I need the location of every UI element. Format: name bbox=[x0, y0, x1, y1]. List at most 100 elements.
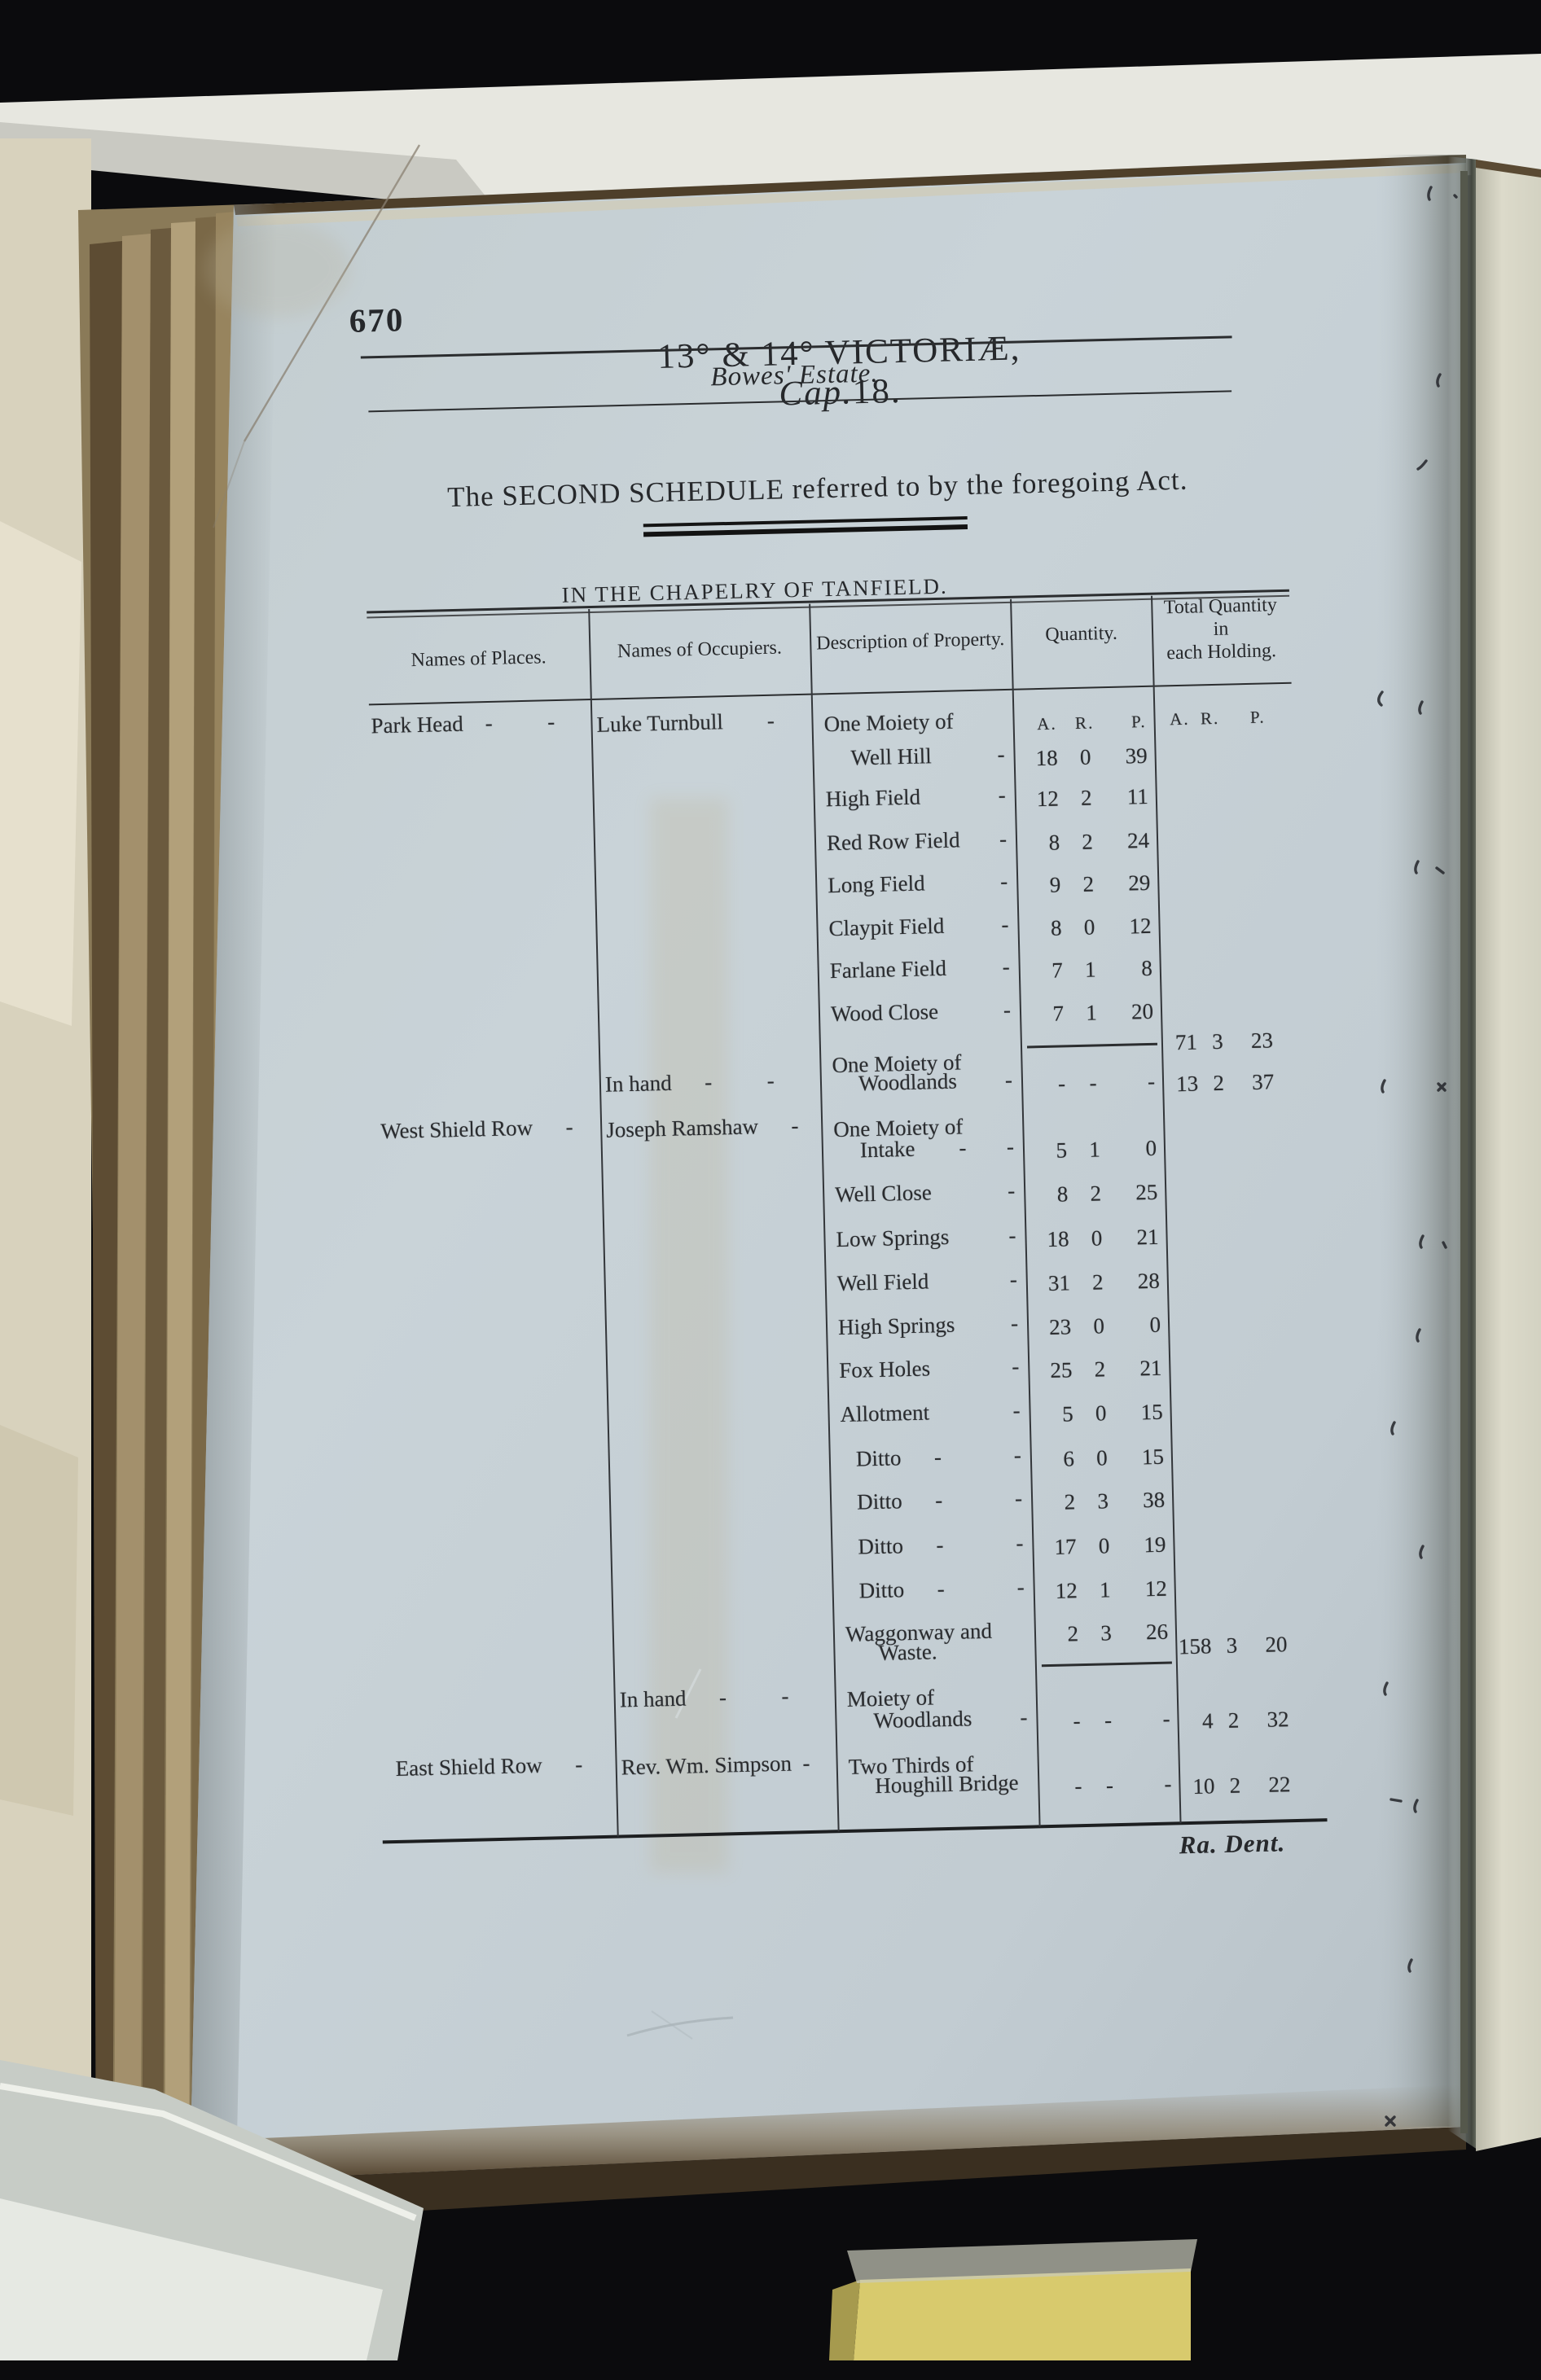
dash: - bbox=[999, 869, 1008, 894]
description-cell: Well Field bbox=[836, 1269, 929, 1296]
qty-r: 0 bbox=[1098, 1533, 1110, 1558]
page-bottom-edge-burn bbox=[190, 2084, 1466, 2182]
description-cell: Farlane Field bbox=[829, 955, 947, 984]
dash: - bbox=[1008, 1222, 1016, 1248]
page-top-edge-burn bbox=[234, 155, 1466, 215]
qty-r: 2 bbox=[1081, 829, 1094, 854]
qty-r: 0 bbox=[1079, 744, 1091, 769]
ink-specks bbox=[1377, 186, 1458, 2127]
total-a-header: A. bbox=[1169, 708, 1190, 730]
qty-r: 2 bbox=[1091, 1269, 1104, 1295]
dash: - bbox=[1007, 1177, 1016, 1203]
description-cell: One Moiety of bbox=[823, 708, 954, 737]
description-cell: Ditto - bbox=[858, 1576, 946, 1603]
qty-p: 12 bbox=[1144, 1576, 1168, 1602]
description-cell: High Springs bbox=[837, 1312, 955, 1340]
qty-r: 0 bbox=[1095, 1400, 1107, 1426]
total-header-line1: Total Quantity bbox=[1163, 594, 1278, 619]
qty-a: 8 bbox=[1048, 830, 1060, 855]
qty-p: 29 bbox=[1127, 870, 1151, 896]
dash: - bbox=[1012, 1397, 1021, 1423]
qty-r: 1 bbox=[1088, 1137, 1101, 1162]
total-a: 13 bbox=[1175, 1071, 1199, 1097]
qty-r: 2 bbox=[1094, 1357, 1106, 1382]
page-number: 670 bbox=[349, 300, 405, 340]
qty-p: 11 bbox=[1126, 783, 1149, 809]
occupier-cell: In hand - - bbox=[604, 1067, 775, 1097]
qty-r: 0 bbox=[1095, 1445, 1109, 1471]
occupier-cell: In hand - - bbox=[619, 1683, 789, 1712]
qty-r: 1 bbox=[1084, 957, 1096, 982]
qty-r: 2 bbox=[1082, 871, 1095, 896]
qty-p: 0 bbox=[1145, 1135, 1157, 1161]
qty-p: 15 bbox=[1141, 1444, 1165, 1470]
left-sheet-fold bbox=[0, 521, 81, 1026]
dash: - bbox=[1011, 1353, 1020, 1379]
description-cell: Houghill Bridge bbox=[874, 1769, 1019, 1799]
gutter-core bbox=[1460, 171, 1468, 2133]
slip-shadow bbox=[829, 2280, 860, 2360]
dash: - bbox=[1014, 1485, 1023, 1510]
schedule-double-rule bbox=[643, 516, 968, 537]
description-cell: Ditto - bbox=[856, 1488, 943, 1514]
qty-a: 18 bbox=[1047, 1226, 1069, 1251]
top-sheet-shadow bbox=[0, 122, 497, 210]
qty-a: - bbox=[1073, 1708, 1081, 1733]
qty-a: 8 bbox=[1050, 915, 1062, 940]
dash: - bbox=[1004, 1067, 1013, 1093]
description-cell: Low Springs bbox=[836, 1224, 950, 1252]
qty-a: 18 bbox=[1035, 745, 1059, 771]
qty-p: 19 bbox=[1144, 1532, 1166, 1558]
qty-r: 1 bbox=[1099, 1577, 1111, 1602]
left-sheet-fold2 bbox=[0, 1425, 78, 1816]
total-header-line3: each Holding. bbox=[1166, 640, 1277, 664]
description-cell: Long Field bbox=[827, 870, 925, 898]
total-r: 3 bbox=[1226, 1633, 1238, 1658]
description-cell: Red Row Field bbox=[826, 827, 960, 856]
qty-a: 25 bbox=[1050, 1357, 1073, 1383]
qty-r: 0 bbox=[1091, 1225, 1103, 1251]
stack-stripe bbox=[142, 228, 171, 2239]
col-header-places: Names of Places. bbox=[410, 647, 547, 672]
qty-p: 15 bbox=[1140, 1399, 1163, 1425]
qty-r: 2 bbox=[1090, 1181, 1102, 1206]
qty-p: 21 bbox=[1139, 1355, 1162, 1381]
dash: - bbox=[1001, 911, 1009, 937]
total-a: 4 bbox=[1201, 1708, 1214, 1733]
qty-a: 17 bbox=[1054, 1534, 1077, 1559]
dash: - bbox=[1020, 1704, 1028, 1729]
dash: - bbox=[1016, 1530, 1024, 1555]
dash: - bbox=[998, 782, 1007, 808]
dash: - bbox=[1003, 997, 1012, 1023]
dash: - bbox=[1006, 1133, 1015, 1159]
total-r: 2 bbox=[1213, 1070, 1225, 1096]
col-header-description: Description of Property. bbox=[815, 629, 1005, 655]
description-cell: Wood Close bbox=[830, 999, 939, 1027]
stack-stripe bbox=[114, 234, 151, 2238]
qty-a: 12 bbox=[1055, 1578, 1078, 1603]
qty-r: 0 bbox=[1083, 914, 1095, 940]
qty-a: - bbox=[1057, 1071, 1066, 1096]
dash: - bbox=[1002, 953, 1011, 980]
qty-a: 31 bbox=[1047, 1270, 1071, 1295]
qty-a: 7 bbox=[1051, 958, 1064, 983]
place-cell: Park Head - - bbox=[371, 709, 555, 739]
scratch-mark bbox=[651, 2010, 693, 2040]
total-p: 32 bbox=[1267, 1707, 1289, 1732]
qty-r: - bbox=[1105, 1773, 1114, 1798]
place-cell: West Shield Row - bbox=[380, 1114, 573, 1144]
description-cell: Fox Holes bbox=[838, 1356, 931, 1383]
qty-a: 6 bbox=[1063, 1446, 1075, 1471]
description-cell: Ditto - bbox=[855, 1444, 942, 1471]
bottom-surface-edge bbox=[0, 2083, 417, 2221]
qty-p: 12 bbox=[1129, 913, 1152, 939]
yellow-slip bbox=[854, 2268, 1191, 2360]
main-page bbox=[190, 155, 1466, 2182]
qty-a: 23 bbox=[1048, 1314, 1072, 1339]
description-cell: Allotment bbox=[840, 1400, 930, 1427]
col-header-occupiers: Names of Occupiers. bbox=[617, 637, 783, 663]
qty-a: 8 bbox=[1056, 1181, 1069, 1207]
qty-a: - bbox=[1074, 1773, 1082, 1799]
crease-line-faint bbox=[213, 440, 245, 528]
